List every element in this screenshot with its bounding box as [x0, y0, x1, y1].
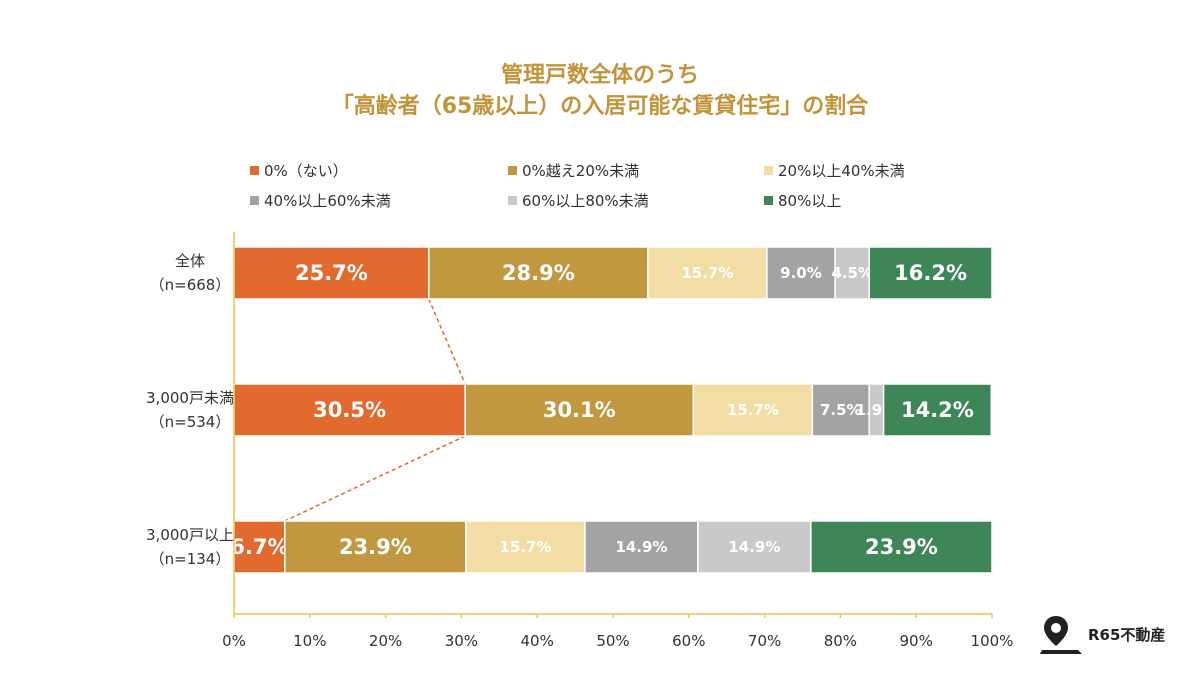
legend-label: 0%越え20%未満 [522, 162, 640, 180]
data-label: 30.5% [313, 398, 386, 422]
data-label: 28.9% [502, 261, 575, 285]
data-label: 30.1% [543, 398, 616, 422]
legend-swatch [764, 196, 773, 205]
x-tick-label: 50% [596, 632, 629, 650]
data-label: 6.7% [230, 535, 288, 559]
legend-item: 20%以上40%未満 [764, 160, 905, 181]
brand-label: R65不動産 [1088, 625, 1166, 644]
connector-line [284, 435, 466, 522]
category-sample-size: （n=534） [150, 413, 231, 431]
data-label: 15.7% [727, 401, 779, 419]
x-tick-label: 90% [900, 632, 933, 650]
legend-swatch [508, 166, 517, 175]
data-label: 15.7% [499, 538, 551, 556]
data-label: 14.9% [728, 538, 780, 556]
data-label: 7.5% [820, 401, 862, 419]
data-label: 16.2% [894, 261, 967, 285]
legend-item: 0%（ない） [250, 160, 348, 181]
bar-segment [464, 383, 695, 437]
map-pin-icon [1040, 616, 1082, 654]
legend-swatch [508, 196, 517, 205]
x-tick-label: 80% [824, 632, 857, 650]
legend-item: 40%以上60%未満 [250, 190, 391, 211]
legend-label: 20%以上40%未満 [778, 162, 905, 180]
data-label: 4.5% [831, 264, 873, 282]
category-label: 3,000戸以上 [146, 526, 234, 544]
x-tick-label: 40% [521, 632, 554, 650]
legend-item: 0%越え20%未満 [508, 160, 639, 181]
legend-label: 40%以上60%未満 [264, 192, 391, 210]
data-label: 9.0% [780, 264, 822, 282]
legend-label: 0%（ない） [264, 162, 348, 180]
x-tick-label: 0% [222, 632, 246, 650]
connector-line [428, 298, 466, 385]
bar-segment [284, 520, 467, 574]
chart-legend: 0%（ない） 0%越え20%未満 20%以上40%未満 40%以上60%未満 60%以上… [250, 160, 1010, 220]
legend-item: 60%以上80%未満 [508, 190, 649, 211]
legend-item: 80%以上 [764, 190, 841, 211]
x-tick-label: 60% [672, 632, 705, 650]
bar-segment [428, 246, 649, 300]
data-label: 23.9% [339, 535, 412, 559]
x-tick-label: 70% [748, 632, 781, 650]
brand-logo: R65不動産 [1040, 612, 1190, 656]
legend-label: 60%以上80%未満 [522, 192, 649, 210]
data-label: 14.9% [615, 538, 667, 556]
bar-segment [584, 520, 699, 574]
chart-title-line1: 管理戸数全体のうち [500, 63, 699, 88]
bar-segment [868, 246, 993, 300]
category-sample-size: （n=668） [150, 276, 231, 294]
category-label: 3,000戸未満 [146, 389, 234, 407]
legend-swatch [250, 196, 259, 205]
data-label: 15.7% [681, 264, 733, 282]
data-label: 23.9% [865, 535, 938, 559]
bar-segment [233, 520, 286, 574]
data-label: 25.7% [295, 261, 368, 285]
x-tick-label: 10% [293, 632, 326, 650]
x-tick-label: 30% [445, 632, 478, 650]
category-sample-size: （n=134） [150, 550, 231, 568]
bar-segment [811, 383, 870, 437]
legend-swatch [250, 166, 259, 175]
bar-segment [766, 246, 836, 300]
bar-segment [697, 520, 812, 574]
x-tick-label: 20% [369, 632, 402, 650]
bar-segment [882, 383, 992, 437]
data-label: 14.2% [901, 398, 974, 422]
legend-swatch [764, 166, 773, 175]
legend-label: 80%以上 [778, 192, 842, 210]
chart-title: 管理戸数全体のうち 「高齢者（65歳以上）の入居可能な賃貸住宅」の割合 [0, 60, 1200, 122]
category-label: 全体 [175, 252, 205, 270]
bar-segment [810, 520, 993, 574]
x-tick-label: 100% [971, 632, 1014, 650]
chart-title-line2: 「高齢者（65歳以上）の入居可能な賃貸住宅」の割合 [331, 94, 869, 119]
